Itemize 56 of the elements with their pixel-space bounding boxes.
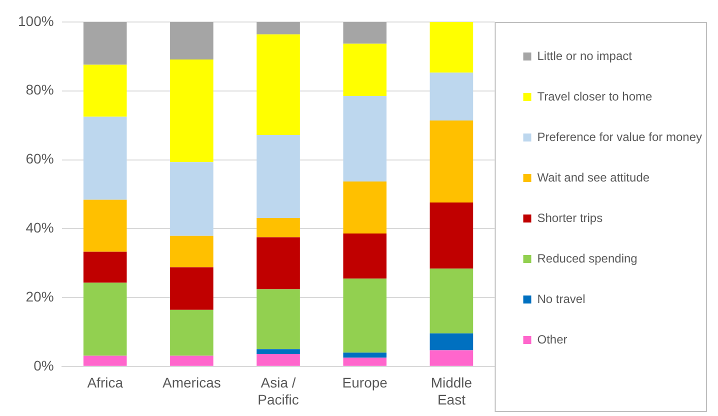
bar (83, 22, 127, 65)
bar (83, 356, 127, 366)
legend-label: Preference for value for money (537, 130, 702, 144)
bar (256, 349, 300, 354)
bar (170, 267, 214, 310)
x-tick-label: Europe (342, 374, 388, 391)
bar (343, 44, 387, 96)
x-tick-label: Americas (162, 374, 221, 391)
y-tick-label: 100% (18, 12, 54, 29)
bar (256, 289, 300, 350)
bar (83, 282, 127, 356)
bar (343, 233, 387, 279)
bar (343, 358, 387, 366)
bar (83, 252, 127, 283)
bar (83, 64, 127, 117)
bar (430, 120, 474, 202)
bar (430, 333, 474, 350)
bar (256, 218, 300, 238)
bar (343, 22, 387, 44)
bar (430, 22, 474, 73)
bar (170, 22, 214, 60)
bar (256, 354, 300, 366)
bar (430, 202, 474, 269)
legend-label: No travel (537, 292, 586, 306)
bar (256, 34, 300, 135)
x-tick-label: Africa (87, 374, 124, 391)
legend-label: Wait and see attitude (537, 170, 650, 184)
legend-label: Reduced spending (537, 251, 638, 266)
bar (256, 237, 300, 290)
y-tick-label: 40% (26, 220, 54, 236)
bar (430, 350, 474, 366)
bar (343, 278, 387, 353)
bar (170, 60, 214, 162)
x-tick-label: Asia / Pacific (258, 374, 299, 408)
y-tick-label: 20% (26, 288, 54, 304)
x-tick-label: Middle East (430, 374, 472, 408)
bar (343, 96, 387, 182)
bar (343, 352, 387, 358)
bar (343, 181, 387, 234)
bar (170, 310, 214, 356)
y-tick-label: 60% (26, 150, 54, 167)
legend-label: Little or no impact (537, 48, 633, 63)
bar (256, 134, 300, 218)
bar (256, 22, 300, 34)
y-tick-label: 0% (34, 357, 54, 374)
bar (170, 236, 214, 268)
legend-label: Shorter trips (537, 210, 603, 225)
bar (83, 200, 127, 252)
bar (430, 72, 474, 120)
legend-label: Other (537, 332, 568, 346)
bar (83, 116, 127, 200)
legend-label: Travel closer to home (537, 89, 653, 104)
bar (170, 356, 214, 366)
bar (430, 268, 474, 334)
bar (170, 162, 214, 236)
y-tick-label: 80% (26, 82, 54, 98)
